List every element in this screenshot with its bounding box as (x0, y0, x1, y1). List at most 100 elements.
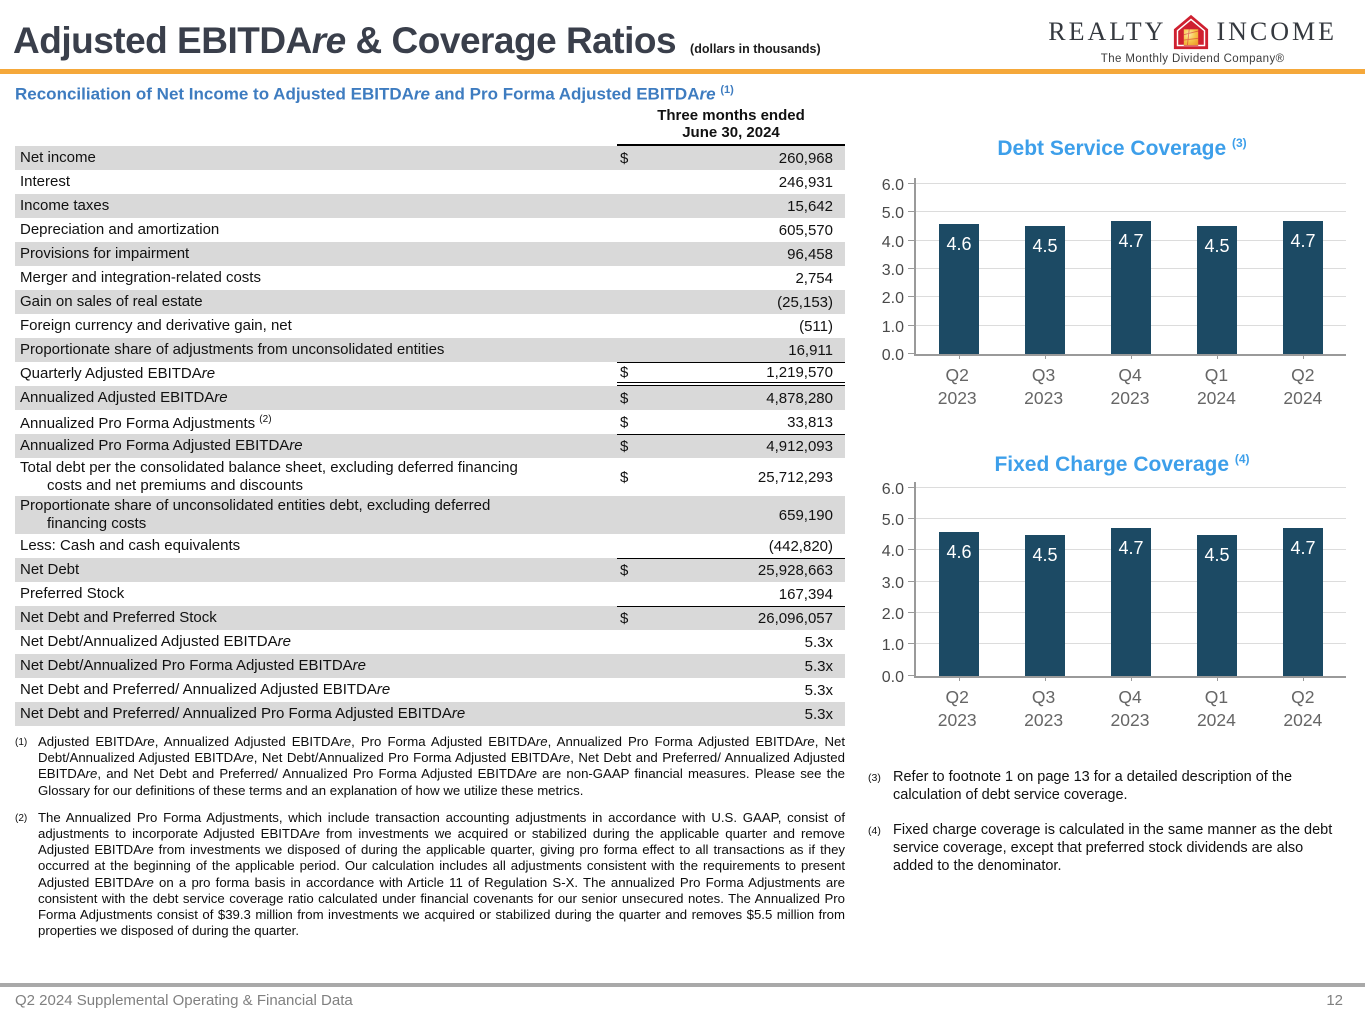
row-amount: (442,820) (617, 534, 845, 558)
x-tick-label: Q1 2024 (1196, 364, 1236, 408)
row-value: 167,394 (778, 585, 833, 603)
table-row-preferred-stock: Preferred Stock 167,394 (15, 582, 845, 606)
plot: 4.6 4.5 4.7 4.5 4.7 (908, 178, 1346, 359)
gridline (916, 183, 1346, 184)
row-label: Net Debt and Preferred/ Annualized Pro F… (20, 705, 466, 722)
bar-q3-2023: 4.5 (1025, 226, 1065, 354)
y-tick-label: 2.0 (881, 606, 904, 623)
y-tick-label: 5.0 (881, 205, 904, 223)
x-tick-label: Q2 2024 (1283, 364, 1323, 408)
row-amount: 659,190 (617, 496, 845, 534)
section-subtitle: Reconciliation of Net Income to Adjusted… (15, 84, 734, 104)
row-label: Provisions for impairment (20, 245, 190, 262)
chart-title: Fixed Charge Coverage (4) (994, 451, 1250, 476)
house-icon (1173, 14, 1209, 50)
y-tick (908, 324, 914, 326)
table-row-net-debt-and-preferred-annualized-adjust: Net Debt and Preferred/ Annualized Adjus… (15, 678, 845, 702)
x-tick (1131, 353, 1132, 359)
bar-q2-2023: 4.6 (939, 531, 979, 676)
table-row-gain-on-sales-of-real-estate: Gain on sales of real estate (25,153) (15, 290, 845, 314)
x-tick-label: Q2 2023 (937, 364, 977, 408)
period-header: Three months ended June 30, 2024 (617, 107, 845, 146)
footnote-marker: (1) (15, 737, 28, 748)
footnote-text: The Annualized Pro Forma Adjustments, wh… (38, 809, 845, 939)
row-amount: 605,570 (617, 218, 845, 242)
page-title: Adjusted EBITDAre & Coverage Ratios (doll… (13, 20, 821, 62)
y-tick-label: 4.0 (881, 543, 904, 561)
table-row-income-taxes: Income taxes 15,642 (15, 194, 845, 218)
row-label: Annualized Adjusted EBITDAre (20, 389, 228, 406)
x-tick (1045, 353, 1046, 359)
table-row-annualized-adjusted-ebitdare: Annualized Adjusted EBITDAre $4,878,280 (15, 386, 845, 410)
bar-value-label: 4.5 (1032, 544, 1058, 565)
row-value: (442,820) (768, 537, 833, 555)
accent-rule (0, 69, 1365, 74)
row-amount: (511) (617, 314, 845, 338)
footnote-text: Fixed charge coverage is calculated in t… (893, 821, 1333, 874)
logo-tagline: The Monthly Dividend Company® (1100, 53, 1285, 65)
row-label: Quarterly Adjusted EBITDAre (20, 365, 216, 382)
y-tick-label: 2.0 (881, 290, 904, 308)
footnote-ref-1: (1) (720, 84, 734, 96)
footer-text: Q2 2024 Supplemental Operating & Financi… (15, 992, 353, 1009)
x-tick-label: Q2 2023 (937, 686, 977, 730)
row-value: 260,968 (778, 149, 833, 167)
row-label: Net Debt and Preferred Stock (20, 609, 217, 626)
table-row-interest: Interest 246,931 (15, 170, 845, 194)
currency-symbol: $ (620, 364, 629, 381)
row-label: Foreign currency and derivative gain, ne… (20, 317, 292, 334)
row-label: Total debt per the consolidated balance … (20, 459, 518, 494)
x-axis-labels: Q2 2023 Q3 2023 Q4 2023 Q1 2024 Q2 2024 (914, 686, 1346, 732)
row-label: Net Debt (20, 561, 80, 578)
reconciliation-table: Three months ended June 30, 2024 Net inc… (15, 107, 845, 726)
currency-symbol: $ (620, 149, 629, 167)
row-label: Merger and integration-related costs (20, 269, 261, 286)
y-tick-label: 3.0 (881, 574, 904, 592)
y-tick (908, 549, 914, 551)
row-label: Net income (20, 149, 96, 166)
bar-value-label: 4.7 (1290, 230, 1316, 251)
debt-service-coverage-chart: Debt Service Coverage (3) 0.0 1.0 2.0 3.0 4.0… (868, 130, 1346, 410)
table-row-annualized-pro-forma-adjusted-ebitdare: Annualized Pro Forma Adjusted EBITDAre $4… (15, 434, 845, 458)
row-label: Proportionate share of adjustments from … (20, 341, 445, 358)
table-row-proportionate-share-of-unconsolidated-en: Proportionate share of unconsolidated en… (15, 496, 845, 534)
footnote-1: (1) Adjusted EBITDAre, Annualized Adjuste… (15, 734, 845, 799)
x-tick-label: Q1 2024 (1196, 686, 1236, 730)
row-amount: 5.3x (617, 630, 845, 654)
y-tick-label: 5.0 (881, 512, 904, 530)
row-amount: $33,813 (617, 410, 845, 434)
table-row-net-debt-annualized-pro-forma-adjusted-e: Net Debt/Annualized Pro Forma Adjusted E… (15, 654, 845, 678)
page-number: 12 (1326, 992, 1343, 1009)
row-amount: (25,153) (617, 290, 845, 314)
row-value: 5.3x (804, 681, 833, 699)
footnote-ref: (3) (1231, 136, 1247, 150)
row-label: Depreciation and amortization (20, 221, 220, 238)
table-row-net-debt-and-preferred-stock: Net Debt and Preferred Stock $26,096,057 (15, 606, 845, 630)
row-amount: $25,712,293 (617, 458, 845, 496)
period-line-2: June 30, 2024 (682, 124, 780, 141)
y-tick (908, 612, 914, 613)
table-header: Three months ended June 30, 2024 (15, 107, 845, 146)
y-tick (908, 674, 914, 676)
table-row-merger-and-integration-related-costs: Merger and integration-related costs 2,75… (15, 266, 845, 290)
footnote-text: Refer to footnote 1 on page 13 for a det… (893, 768, 1293, 803)
bar-q3-2023: 4.5 (1025, 534, 1065, 676)
row-value: (511) (799, 317, 833, 335)
x-tick (1217, 353, 1218, 359)
row-value: 33,813 (787, 413, 833, 431)
x-tick (1131, 675, 1132, 681)
row-label: Income taxes (20, 197, 110, 214)
plot: 4.6 4.5 4.7 4.5 4.7 (908, 481, 1346, 681)
row-value: 246,931 (778, 173, 833, 191)
row-amount: $1,219,570 (617, 362, 845, 386)
x-tick (1303, 353, 1304, 359)
period-line-1: Three months ended (657, 107, 805, 124)
row-amount: 246,931 (617, 170, 845, 194)
footnote-4: (4) Fixed charge coverage is calculated i… (868, 821, 1338, 875)
footnote-ref: (4) (1234, 451, 1250, 466)
row-label: Annualized Pro Forma Adjustments (2) (20, 414, 272, 432)
row-value: 1,219,570 (766, 364, 833, 381)
chart-plot-area: 0.0 1.0 2.0 3.0 4.0 5.0 6.0 4.6 4.5 4.7 4.5 4.7 (868, 177, 1346, 364)
row-amount: $4,878,280 (617, 386, 845, 410)
